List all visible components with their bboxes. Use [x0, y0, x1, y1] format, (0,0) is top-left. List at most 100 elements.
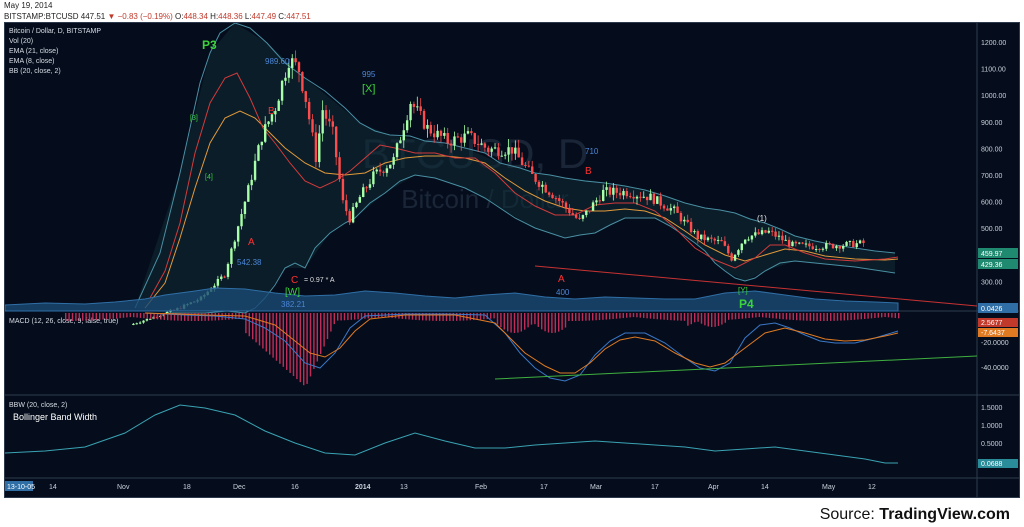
candle[interactable]	[389, 164, 392, 169]
candle[interactable]	[429, 121, 433, 137]
candle[interactable]	[544, 182, 547, 194]
candle[interactable]	[740, 243, 743, 254]
candle[interactable]	[490, 146, 493, 157]
candle[interactable]	[247, 183, 250, 202]
candle[interactable]	[784, 235, 787, 241]
candle[interactable]	[767, 227, 771, 234]
candle[interactable]	[588, 210, 591, 214]
candle[interactable]	[730, 251, 733, 262]
candle[interactable]	[527, 160, 531, 168]
candle[interactable]	[453, 131, 456, 151]
candle[interactable]	[750, 235, 754, 243]
candle[interactable]	[280, 79, 284, 105]
macd-trendline[interactable]	[494, 355, 978, 380]
candle[interactable]	[811, 242, 814, 250]
candle[interactable]	[307, 98, 311, 125]
candle[interactable]	[257, 143, 260, 162]
chart-frame[interactable]: BTCUSD, D Bitcoin / Dollar P3 989.60 995…	[4, 22, 1020, 498]
candle[interactable]	[476, 135, 480, 152]
candle[interactable]	[487, 145, 490, 157]
candle[interactable]	[463, 125, 466, 147]
candle[interactable]	[541, 181, 544, 194]
candle[interactable]	[507, 138, 510, 162]
candle[interactable]	[348, 208, 351, 226]
candle[interactable]	[341, 173, 345, 204]
candle[interactable]	[510, 147, 514, 161]
candle[interactable]	[554, 196, 558, 204]
candle[interactable]	[493, 143, 497, 150]
candle[interactable]	[534, 173, 537, 185]
candle[interactable]	[595, 197, 598, 206]
bollinger-upper-band[interactable]	[134, 23, 896, 309]
candle[interactable]	[615, 185, 618, 199]
candle[interactable]	[399, 136, 402, 144]
candle[interactable]	[368, 178, 372, 190]
candle[interactable]	[848, 240, 852, 246]
candle[interactable]	[514, 140, 517, 160]
candle[interactable]	[818, 248, 821, 253]
candle[interactable]	[260, 141, 264, 150]
candle[interactable]	[558, 194, 561, 207]
candle[interactable]	[517, 139, 520, 158]
candle[interactable]	[774, 228, 777, 240]
candle[interactable]	[304, 90, 307, 109]
candle[interactable]	[828, 241, 831, 246]
candle[interactable]	[135, 322, 138, 325]
candle[interactable]	[314, 124, 318, 168]
candle[interactable]	[480, 138, 483, 146]
source-site[interactable]: TradingView.com	[879, 506, 1010, 523]
candle[interactable]	[568, 204, 571, 216]
candle[interactable]	[706, 236, 710, 242]
candle[interactable]	[270, 113, 274, 125]
candle[interactable]	[764, 229, 767, 234]
candle[interactable]	[355, 201, 358, 209]
candle[interactable]	[291, 54, 294, 79]
candle[interactable]	[686, 214, 689, 224]
candle[interactable]	[334, 126, 338, 166]
candle[interactable]	[362, 183, 365, 198]
candle[interactable]	[737, 248, 740, 257]
candle[interactable]	[757, 229, 760, 235]
candle[interactable]	[598, 195, 602, 204]
candle[interactable]	[733, 254, 737, 262]
candle[interactable]	[551, 192, 554, 199]
candle[interactable]	[547, 191, 551, 198]
candle[interactable]	[294, 50, 297, 66]
candle[interactable]	[226, 262, 230, 280]
candle[interactable]	[771, 227, 774, 237]
candle[interactable]	[264, 116, 267, 144]
candle[interactable]	[412, 101, 416, 114]
candle[interactable]	[710, 234, 713, 243]
candle[interactable]	[666, 205, 669, 211]
candle[interactable]	[808, 240, 811, 250]
candle[interactable]	[321, 100, 324, 142]
candle[interactable]	[284, 72, 287, 86]
candle[interactable]	[794, 240, 798, 247]
macd-label[interactable]: MACD (12, 26, close, 9, false, true)	[9, 318, 118, 325]
bbw-label[interactable]: BBW (20, close, 2)	[9, 402, 67, 409]
candle[interactable]	[328, 109, 331, 127]
candle[interactable]	[608, 185, 612, 198]
candle[interactable]	[585, 210, 588, 218]
candle[interactable]	[561, 198, 564, 208]
legend-title[interactable]: Bitcoin / Dollar, D, BITSTAMP	[9, 28, 101, 35]
candle[interactable]	[676, 202, 679, 213]
candle[interactable]	[700, 234, 703, 241]
candle[interactable]	[602, 184, 605, 202]
candle[interactable]	[416, 96, 419, 111]
candle[interactable]	[500, 150, 503, 157]
legend-ema21[interactable]: EMA (21, close)	[9, 48, 58, 55]
candle[interactable]	[791, 240, 794, 247]
candle[interactable]	[524, 162, 527, 168]
candle[interactable]	[852, 238, 855, 248]
candle[interactable]	[470, 127, 473, 136]
candle[interactable]	[287, 59, 291, 83]
candle[interactable]	[858, 239, 862, 245]
candle[interactable]	[138, 321, 142, 325]
candle[interactable]	[564, 200, 568, 213]
candle[interactable]	[497, 143, 500, 160]
candle[interactable]	[422, 108, 426, 130]
candle[interactable]	[696, 229, 700, 244]
candle[interactable]	[443, 127, 446, 139]
bollinger-lower-band[interactable]	[165, 174, 896, 314]
